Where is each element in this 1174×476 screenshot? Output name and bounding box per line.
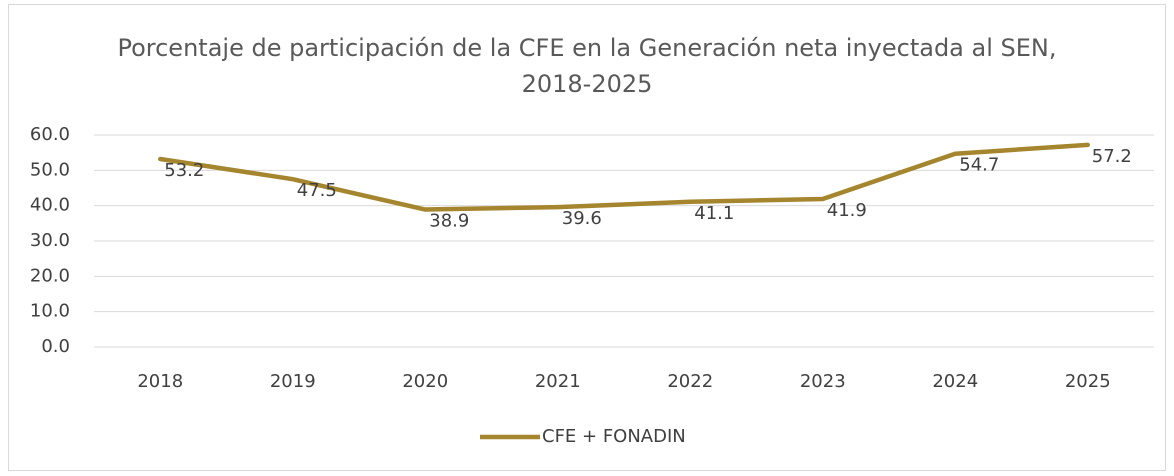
y-tick-label: 20.0 bbox=[30, 265, 70, 286]
x-tick-label: 2021 bbox=[535, 371, 581, 392]
data-label: 47.5 bbox=[297, 180, 337, 201]
line bbox=[158, 142, 1090, 212]
legend-label: CFE + FONADIN bbox=[542, 426, 686, 447]
data-label: 38.9 bbox=[429, 211, 469, 232]
x-tick-label: 2022 bbox=[667, 371, 713, 392]
y-tick-label: 60.0 bbox=[30, 124, 70, 145]
x-tick-label: 2020 bbox=[402, 371, 448, 392]
chart-border bbox=[8, 4, 1166, 471]
data-label: 41.9 bbox=[827, 200, 867, 221]
x-tick-label: 2025 bbox=[1065, 371, 1111, 392]
y-tick-label: 30.0 bbox=[30, 230, 70, 251]
data-label: 57.2 bbox=[1092, 146, 1132, 167]
x-tick-label: 2019 bbox=[270, 371, 316, 392]
x-tick-label: 2024 bbox=[932, 371, 978, 392]
data-label: 54.7 bbox=[959, 155, 999, 176]
y-tick-label: 40.0 bbox=[30, 195, 70, 216]
data-label: 41.1 bbox=[694, 203, 734, 224]
x-tick-label: 2018 bbox=[137, 371, 183, 392]
y-tick-label: 50.0 bbox=[30, 159, 70, 180]
data-label: 53.2 bbox=[164, 160, 204, 181]
y-tick-label: 10.0 bbox=[30, 301, 70, 322]
x-tick-label: 2023 bbox=[800, 371, 846, 392]
chart-title: Porcentaje de participación de la CFE en… bbox=[117, 34, 1057, 98]
data-label: 39.6 bbox=[562, 208, 602, 229]
y-tick-label: 0.0 bbox=[41, 336, 70, 357]
